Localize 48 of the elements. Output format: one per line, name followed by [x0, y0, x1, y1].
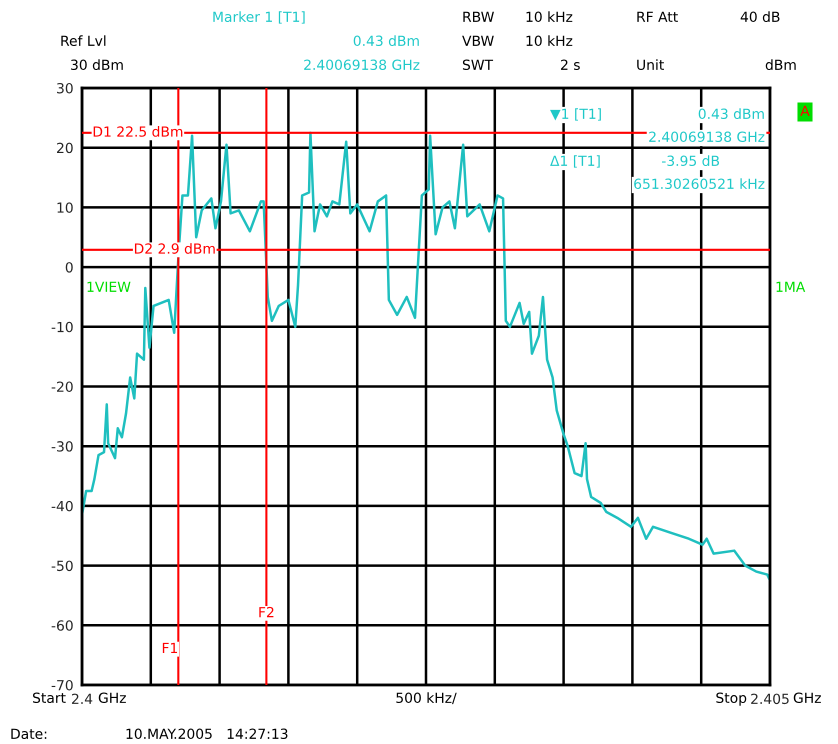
- x-tick-label: 2.4: [72, 694, 92, 704]
- text: 10.MAY.2005 14:27:13: [126, 728, 288, 740]
- annotation: 0.43 dBm: [698, 108, 764, 120]
- text: Stop: [716, 692, 746, 706]
- y-tick-label: -50: [52, 560, 73, 572]
- annotation: 651.30260521 kHz: [634, 178, 764, 190]
- ref-line-label: F1: [162, 642, 178, 654]
- text: 40 dB: [740, 11, 780, 22]
- y-tick-label: 0: [66, 262, 73, 273]
- text: 10 kHz: [526, 11, 572, 22]
- text: VBW: [462, 36, 494, 46]
- y-tick-label: 10: [58, 202, 73, 213]
- y-tick-label: -70: [52, 680, 73, 690]
- y-tick-label: -10: [52, 322, 73, 332]
- text: 500 kHz/: [396, 692, 457, 704]
- y-tick-label: -40: [52, 500, 73, 512]
- text: 0.43 dBm: [354, 35, 419, 46]
- ref-line-label: D2 2.9 dBm: [134, 243, 215, 254]
- text: GHz: [98, 692, 126, 704]
- text: GHz: [794, 692, 821, 704]
- text: 10 kHz: [526, 35, 572, 46]
- y-tick-label: 20: [57, 142, 73, 154]
- text: Start: [32, 692, 66, 704]
- text: dBm: [766, 59, 796, 70]
- text: Ref Lvl: [61, 35, 106, 46]
- text: RBW: [463, 12, 494, 22]
- text: A: [800, 106, 810, 116]
- annotation: 1VIEW: [88, 282, 130, 292]
- annotation: ▼1 [T1]: [550, 108, 601, 121]
- annotation: -3.95 dB: [662, 155, 720, 166]
- text: 30 dBm: [71, 59, 123, 70]
- ref-line-label: F2: [259, 606, 274, 618]
- annotation: Δ1 [T1]: [550, 155, 600, 168]
- text: 2.40069138 GHz: [304, 60, 420, 70]
- y-tick-label: -30: [52, 441, 73, 452]
- text: 1MA: [776, 282, 806, 292]
- text: Marker 1 [T1]: [213, 11, 305, 24]
- y-tick-label: -20: [52, 381, 73, 392]
- text: RF Att: [637, 12, 678, 22]
- ref-line-label: D1 22.5 dBm: [94, 126, 182, 137]
- text: SWT: [462, 60, 494, 70]
- text: Date:: [11, 728, 46, 740]
- y-tick-label: -60: [52, 620, 73, 631]
- annotation: 2.40069138 GHz: [649, 132, 764, 142]
- x-tick-label: 2.405: [751, 694, 789, 704]
- y-tick-label: 30: [57, 82, 73, 94]
- text: 2 s: [561, 60, 580, 70]
- text: Unit: [637, 59, 664, 70]
